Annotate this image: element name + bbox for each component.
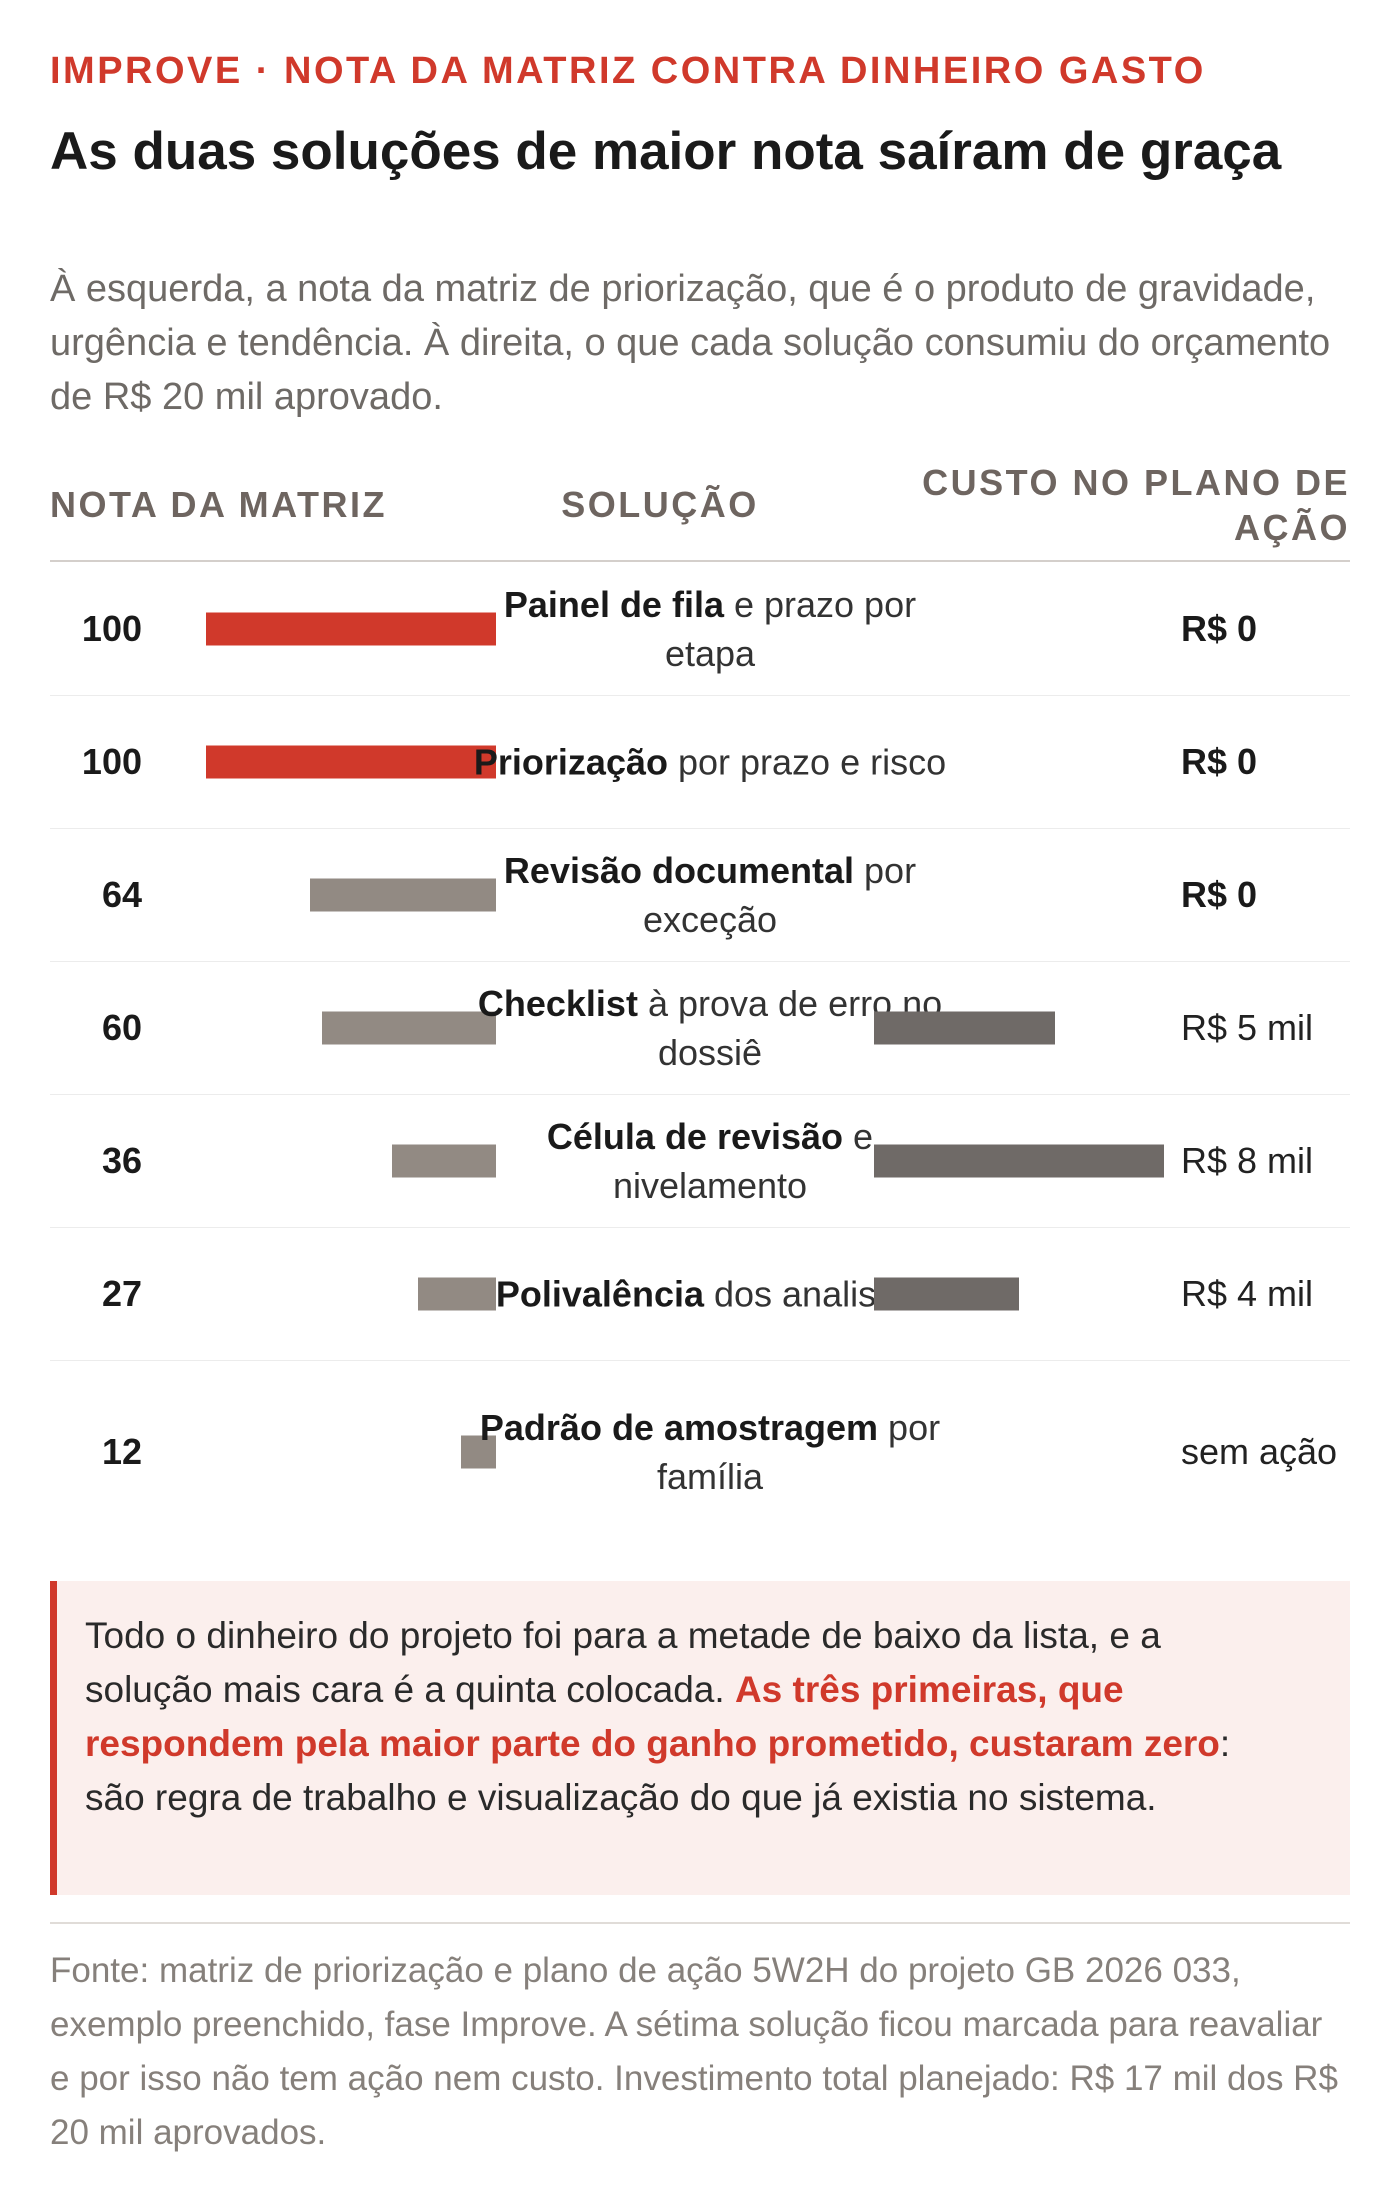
solution-name: Revisão documental [503,850,855,891]
cost-label: R$ 0 [1181,741,1258,782]
callout-box: Todo o dinheiro do projeto foi para a me… [50,1581,1350,1895]
header-divider [50,560,1350,562]
table-row: 36 Célula de revisão e nivelamento R$ 8 mi… [50,1095,1350,1228]
solution-detail: por família [656,1407,941,1497]
kicker: IMPROVE · NOTA DA MATRIZ CONTRA DINHEIRO… [50,50,1206,92]
solution-label: Priorização por prazo e risco [460,738,960,787]
solution-name: Painel de fila [503,584,724,625]
cost-bar [874,1144,1164,1178]
source-note: Fonte: matriz de priorização e plano de … [50,1951,1338,2152]
cost-label: R$ 8 mil [1181,1140,1314,1181]
cost-bar [874,1011,1056,1045]
table-row: 27 Polivalência dos analistas R$ 4 mil [50,1228,1350,1361]
solution-label: Padrão de amostragem por família [460,1403,960,1501]
solution-detail: e prazo por etapa [664,584,917,674]
solution-name: Checklist [477,983,638,1024]
solution-name: Padrão de amostragem [479,1407,879,1448]
solution-name: Célula de revisão [546,1116,844,1157]
footer-divider [50,1922,1350,1924]
column-header-cost: CUSTO NO PLANO DE AÇÃO [922,462,1350,548]
cost-label: R$ 4 mil [1181,1273,1314,1314]
solution-detail: por exceção [642,850,917,940]
callout-text-before: Todo o dinheiro do projeto foi para a me… [85,1615,1161,1710]
score-bar [391,1144,496,1178]
score-value: 60 [101,1007,142,1048]
callout-highlight: As três primeiras, que respondem pela ma… [85,1669,1220,1764]
solution-label: Célula de revisão e nivelamento [460,1112,960,1210]
table-row: 100 Priorização por prazo e risco R$ 0 [50,696,1350,829]
table-row: 64 Revisão documental por exceção R$ 0 [50,829,1350,962]
chart-title: As duas soluções de maior nota saíram de… [50,122,1282,181]
table-row: 60 Checklist à prova de erro no dossiê R$ … [50,962,1350,1095]
score-bar [417,1277,496,1311]
score-value: 36 [101,1140,142,1181]
cost-label: R$ 0 [1181,874,1258,915]
solution-detail: por prazo e risco [667,741,947,783]
score-value: 64 [101,874,142,915]
solution-label: Polivalência dos analistas [460,1270,960,1319]
solution-name: Priorização [473,741,668,783]
chart-subtitle: À esquerda, a nota da matriz de prioriza… [50,268,1331,418]
cost-label: R$ 0 [1181,608,1258,649]
column-header-solution: SOLUÇÃO [561,484,759,525]
cost-label: R$ 5 mil [1181,1007,1314,1048]
score-bar [322,1011,496,1045]
cost-bar [874,1277,1019,1311]
score-value: 100 [81,741,142,782]
score-value: 12 [101,1431,142,1472]
column-header-score: NOTA DA MATRIZ [50,484,387,525]
score-value: 100 [81,608,142,649]
score-bar [461,1435,496,1469]
score-bar [206,745,496,779]
score-bar [310,878,496,912]
solution-detail: e nivelamento [612,1116,874,1206]
score-bar [206,612,496,646]
solution-label: Painel de fila e prazo por etapa [460,580,960,678]
table-row: 12 Padrão de amostragem por família sem aç… [50,1361,1350,1543]
solution-label: Revisão documental por exceção [460,846,960,944]
score-value: 27 [101,1273,142,1314]
solution-name: Polivalência [495,1273,704,1315]
table-row: 100 Painel de fila e prazo por etapa R$ 0 [50,563,1350,696]
cost-label: sem ação [1181,1431,1338,1472]
callout-text-after: : são regra de trabalho e visualização d… [85,1723,1231,1818]
